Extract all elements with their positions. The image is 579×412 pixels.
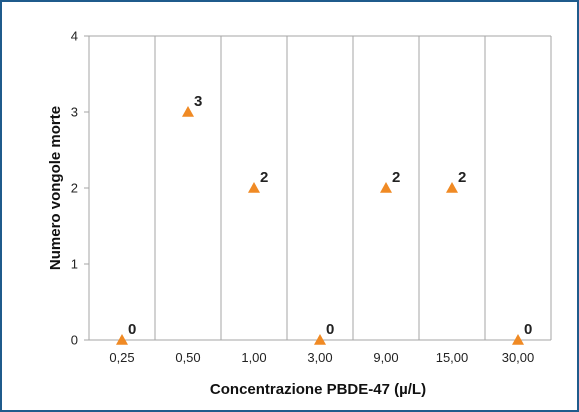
y-tick-label: 1 <box>71 257 78 272</box>
data-point-marker <box>380 182 392 193</box>
data-point-marker <box>512 334 524 345</box>
y-axis-title: Numero vongole morte <box>47 106 64 270</box>
x-tick-label: 9,00 <box>373 350 398 365</box>
data-label: 2 <box>260 169 268 186</box>
x-tick-label: 30,00 <box>502 350 535 365</box>
data-label: 0 <box>128 321 136 338</box>
x-tick-labels: 0,25 0,50 1,00 3,00 9,00 15,00 30,00 <box>109 350 534 365</box>
y-tick-label: 0 <box>71 333 78 348</box>
x-tick-label: 3,00 <box>307 350 332 365</box>
data-label: 0 <box>326 321 334 338</box>
data-point-marker <box>248 182 260 193</box>
data-label: 0 <box>524 321 532 338</box>
x-tick-label: 1,00 <box>241 350 266 365</box>
data-point-marker <box>446 182 458 193</box>
data-labels: 0 3 2 0 2 2 0 <box>128 93 532 338</box>
data-label: 2 <box>458 169 466 186</box>
data-point-marker <box>116 334 128 345</box>
y-tick-label: 4 <box>71 29 78 44</box>
x-tick-label: 0,25 <box>109 350 134 365</box>
y-tick-label: 2 <box>71 181 78 196</box>
x-tick-label: 0,50 <box>175 350 200 365</box>
data-points <box>116 106 524 345</box>
grid-layer <box>89 36 551 340</box>
data-point-marker <box>314 334 326 345</box>
data-label: 2 <box>392 169 400 186</box>
data-point-marker <box>182 106 194 117</box>
x-tick-label: 15,00 <box>436 350 469 365</box>
data-label: 3 <box>194 93 202 110</box>
x-axis-title: Concentrazione PBDE-47 (µ/L) <box>210 381 426 398</box>
y-tick-labels: 0 1 2 3 4 <box>71 29 89 348</box>
y-tick-label: 3 <box>71 105 78 120</box>
